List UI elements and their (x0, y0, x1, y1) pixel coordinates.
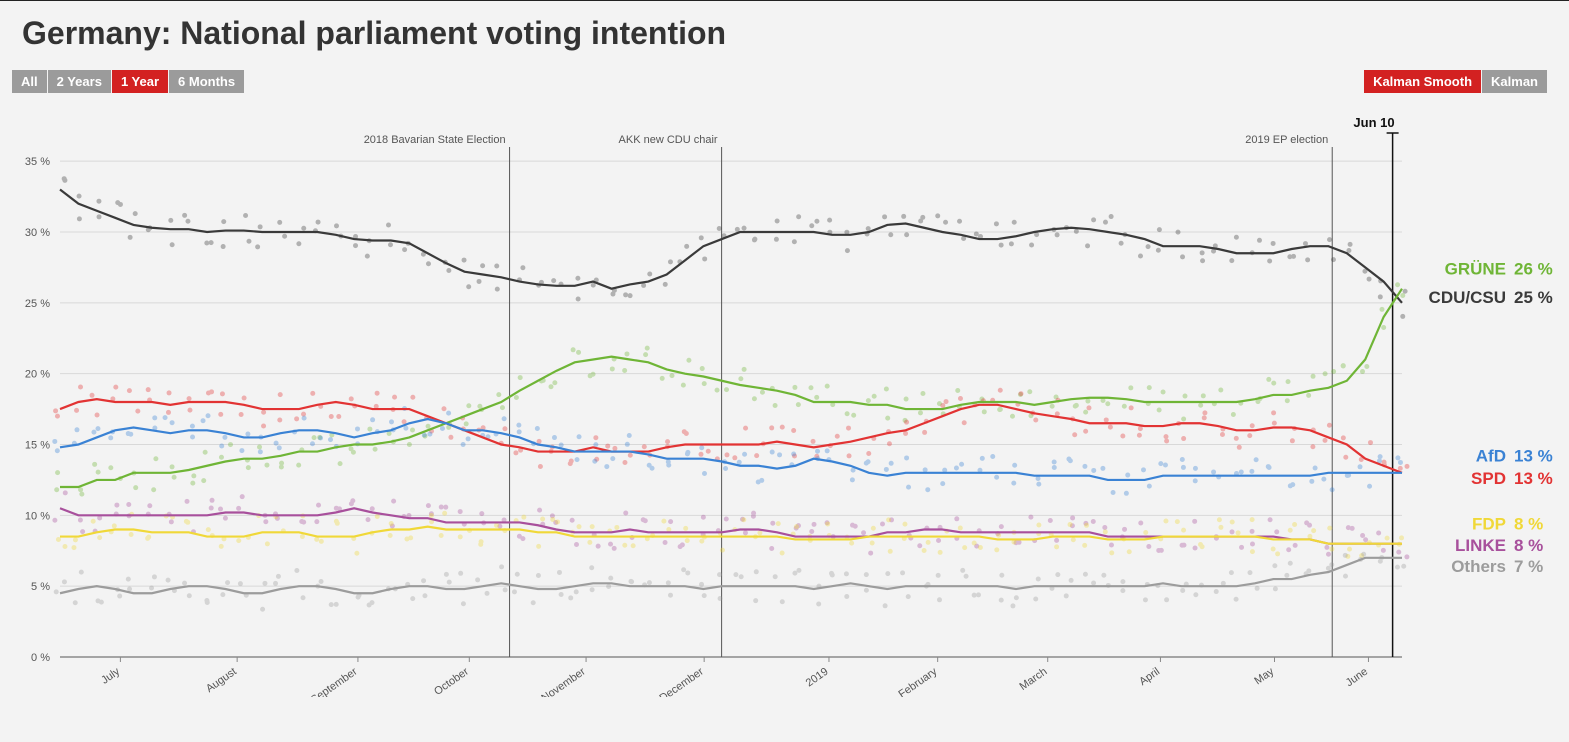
legend-label-Others: Others (1451, 557, 1506, 576)
legend-value-GRUNE: 26 % (1514, 260, 1553, 279)
range-button-all[interactable]: All (12, 70, 47, 93)
toolbar: All2 Years1 Year6 Months Kalman SmoothKa… (0, 52, 1569, 93)
series-scatter-FDP (56, 511, 1404, 559)
series-scatter-LINKE (52, 490, 1409, 559)
x-tick-label: September (309, 665, 360, 697)
event-label: 2018 Bavarian State Election (364, 134, 506, 146)
x-tick-label: November (539, 665, 588, 697)
x-tick-label: May (1252, 665, 1276, 687)
y-tick-label: 15 % (25, 440, 50, 452)
range-button-2-years[interactable]: 2 Years (48, 70, 111, 93)
poll-chart: 0 % 5 % 10 % 15 % 20 % 25 % 30 % 35 % July August… (12, 117, 1557, 697)
x-tick-label: April (1137, 666, 1162, 688)
series-scatter-GRUNE (54, 282, 1405, 496)
range-button-group: All2 Years1 Year6 Months (12, 70, 244, 93)
legend-label-FDP: FDP (1472, 515, 1506, 534)
legend-value-SPD: 13 % (1514, 469, 1553, 488)
series-scatter-Others (54, 552, 1407, 612)
x-tick-label: December (657, 665, 706, 697)
series-line-LINKE (60, 508, 1402, 543)
series-line-CDU/CSU (60, 190, 1402, 303)
series-line-Others (60, 558, 1402, 593)
legend-label-SPD: SPD (1471, 469, 1506, 488)
x-tick-label: February (896, 665, 939, 697)
page-title: Germany: National parliament voting inte… (0, 1, 1569, 52)
x-tick-label: July (99, 665, 122, 686)
legend-label-GRUNE: GRÜNE (1445, 260, 1506, 279)
y-tick-label: 5 % (31, 581, 50, 593)
x-tick-label: August (204, 666, 239, 695)
event-label: 2019 EP election (1245, 134, 1328, 146)
smooth-button-kalman[interactable]: Kalman (1482, 70, 1547, 93)
y-tick-label: 35 % (25, 156, 50, 168)
legend-value-Others: 7 % (1514, 557, 1543, 576)
series-line-AfD (60, 419, 1402, 480)
x-tick-label: 2019 (804, 666, 831, 690)
series-line-GRUNE (60, 289, 1402, 487)
y-tick-label: 10 % (25, 510, 50, 522)
y-tick-label: 25 % (25, 298, 50, 310)
legend-label-CDU/CSU: CDU/CSU (1429, 288, 1506, 307)
x-tick-label: March (1018, 666, 1050, 693)
legend-label-LINKE: LINKE (1455, 536, 1506, 555)
x-tick-label: October (432, 665, 471, 697)
smooth-button-kalman-smooth[interactable]: Kalman Smooth (1364, 70, 1481, 93)
smooth-button-group: Kalman SmoothKalman (1364, 70, 1547, 93)
range-button-6-months[interactable]: 6 Months (169, 70, 244, 93)
x-tick-label: June (1344, 666, 1370, 690)
y-tick-label: 0 % (31, 652, 50, 664)
legend-value-AfD: 13 % (1514, 447, 1553, 466)
range-button-1-year[interactable]: 1 Year (112, 70, 168, 93)
legend-value-CDU/CSU: 25 % (1514, 288, 1553, 307)
series-scatter-AfD (52, 406, 1403, 496)
legend-value-FDP: 8 % (1514, 515, 1543, 534)
legend-label-AfD: AfD (1476, 447, 1506, 466)
series-line-FDP (60, 527, 1402, 544)
event-label: AKK new CDU chair (619, 134, 718, 146)
y-tick-label: 30 % (25, 227, 50, 239)
y-tick-label: 20 % (25, 369, 50, 381)
cursor-date-label: Jun 10 (1353, 117, 1394, 130)
legend-value-LINKE: 8 % (1514, 536, 1543, 555)
